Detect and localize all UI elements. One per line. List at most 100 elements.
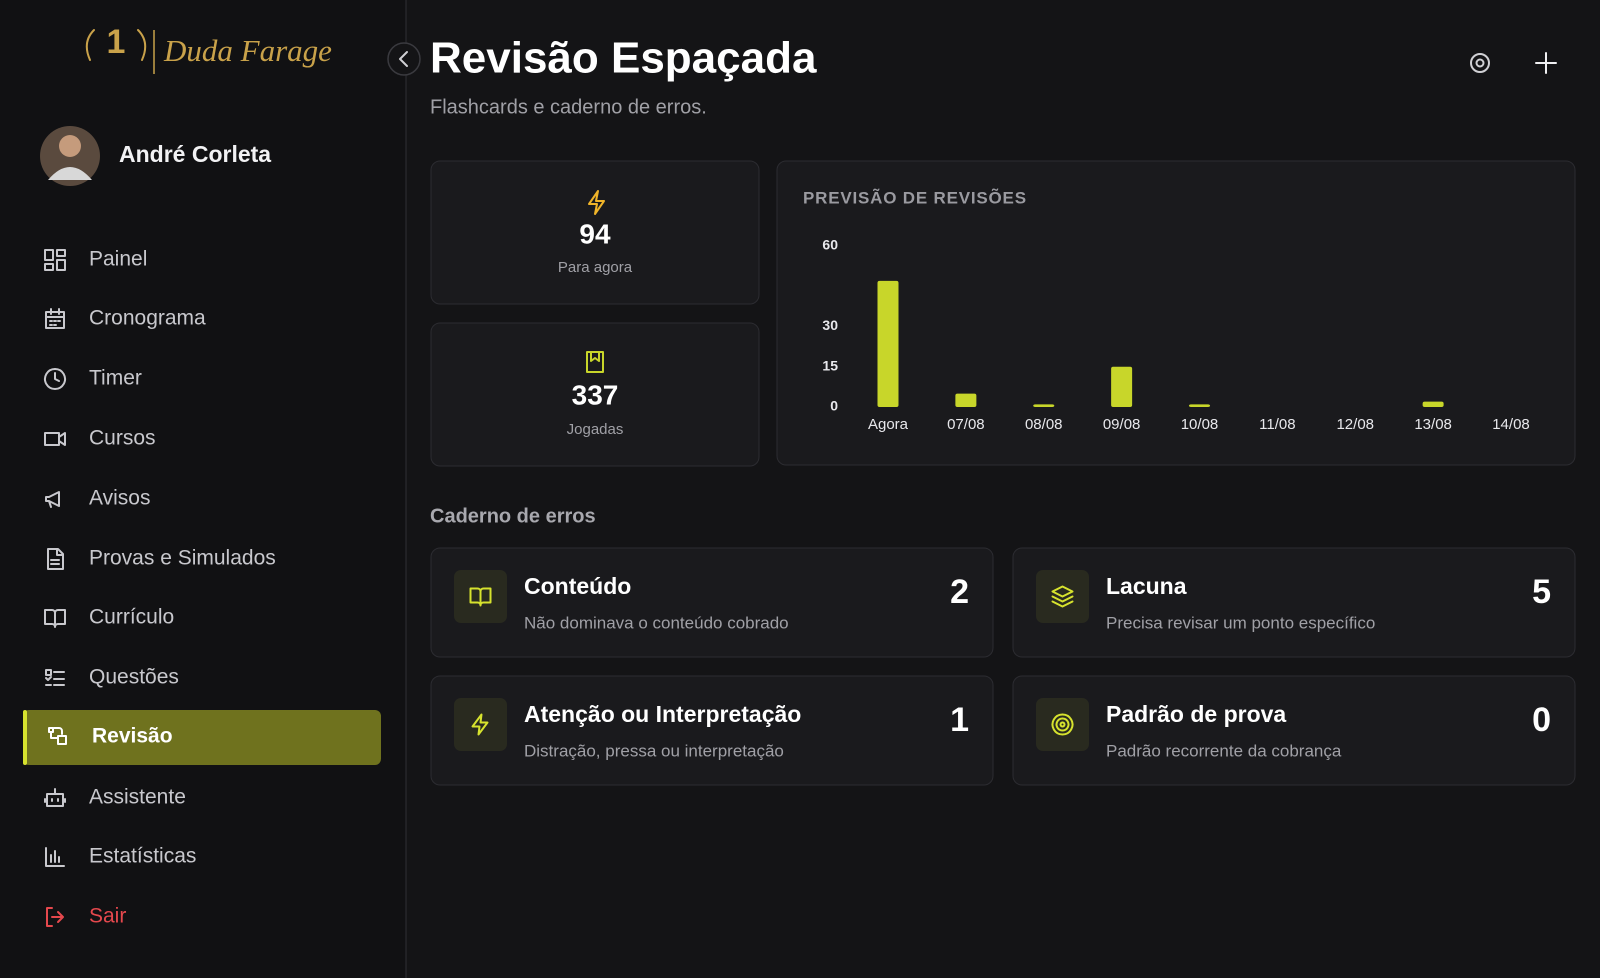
error-icon-bg [454,698,507,751]
stat-icon [586,351,604,373]
error-card-bg [430,675,994,786]
error-count: 2 [950,573,969,611]
x-tick-label: Agora [868,416,909,433]
error-card[interactable]: Atenção ou Interpretação Distração, press… [430,675,994,786]
nav-icon [46,907,64,927]
section-title: Caderno de erros [430,505,596,527]
nav-label: Avisos [89,487,150,510]
nav-icon [45,308,65,329]
nav-label: Cronograma [89,307,206,330]
error-icon [1051,585,1074,608]
stat-label: Para agora [558,259,633,276]
page-subtitle: Flashcards e caderno de erros. [430,96,707,118]
nav-label: Currículo [89,606,174,629]
bar [1189,404,1210,407]
error-description: Padrão recorrente da cobrança [1106,741,1342,760]
nav-label: Questões [89,666,179,689]
collapse-button[interactable] [387,42,421,76]
error-card[interactable]: Conteúdo Não dominava o conteúdo cobrado 2 [430,547,994,658]
nav-label: Timer [89,367,142,390]
error-name: Atenção ou Interpretação [524,701,801,727]
nav-icon [45,491,60,508]
add-button[interactable] [1535,52,1557,74]
error-cards: Conteúdo Não dominava o conteúdo cobrado 2… [430,547,1576,786]
nav-icon [44,368,66,390]
nav-icon [44,788,66,807]
x-tick-label: 13/08 [1414,416,1452,433]
nav-item[interactable]: Cursos [44,427,156,450]
error-count: 1 [950,701,969,739]
nav-label: Assistente [89,786,186,809]
error-card-bg [1012,547,1576,658]
bar [1111,366,1133,407]
nav-icon [44,249,66,271]
x-tick-label: 11/08 [1259,416,1295,433]
x-tick-label: 10/08 [1181,416,1219,433]
error-name: Conteúdo [524,573,631,599]
nav-item[interactable]: Avisos [45,487,150,510]
bar [955,393,977,407]
y-tick-label: 60 [822,237,838,253]
chart-card [776,160,1576,466]
x-tick-label: 14/08 [1492,416,1530,433]
nav-item[interactable]: Revisão [23,710,381,765]
nav-item[interactable]: Timer [44,367,142,390]
y-tick-label: 15 [822,357,838,373]
error-count: 0 [1532,701,1551,739]
error-icon [1051,713,1074,736]
nav-item[interactable]: Cronograma [45,307,206,330]
stat-icon [588,190,605,215]
chart: 0 15 30 60 Agora 07/08 08/08 09/08 10/08 11/08 12/… [822,237,1529,433]
error-card-bg [1012,675,1576,786]
nav-label: Estatísticas [89,845,196,868]
nav-icon [47,548,64,570]
x-tick-label: 08/08 [1025,416,1063,433]
error-description: Distração, pressa ou interpretação [524,741,784,760]
nav-icon [44,609,66,628]
nav-item[interactable]: Estatísticas [45,845,196,868]
bar [1033,404,1055,407]
user-name: André Corleta [119,141,271,167]
nav: Painel Cronograma Timer Cursos Avisos Provas … [23,248,381,928]
x-tick-label: 12/08 [1336,416,1374,433]
x-tick-label: 07/08 [947,416,985,433]
nav-item[interactable]: Provas e Simulados [47,547,276,570]
error-count: 5 [1532,573,1551,611]
nav-icon [44,432,66,446]
nav-active-bg [23,710,381,765]
nav-item[interactable]: Assistente [44,786,186,809]
x-tick-label: 09/08 [1103,416,1141,433]
logo-text: Duda Farage [163,33,332,68]
error-icon-bg [1036,698,1089,751]
error-card[interactable]: Lacuna Precisa revisar um ponto específic… [1012,547,1576,658]
collapse-icon [399,51,408,67]
stat-card [430,322,760,467]
avatar-face [59,135,81,157]
error-icon [469,587,492,607]
nav-label: Provas e Simulados [89,547,276,570]
nav-item[interactable]: Questões [45,666,179,689]
bar [877,280,899,407]
nav-item[interactable]: Painel [44,248,147,271]
error-card[interactable]: Padrão de prova Padrão recorrente da cobr… [1012,675,1576,786]
page-title: Revisão Espaçada [430,34,817,83]
error-name: Lacuna [1106,573,1187,599]
nav-item[interactable]: Sair [46,905,126,928]
stat-label: Jogadas [567,421,624,438]
y-tick-label: 0 [830,398,838,414]
settings-button[interactable] [1470,53,1490,73]
logo-emblem: 1 [85,23,155,74]
nav-icon [48,727,67,745]
error-card-bg [430,547,994,658]
chart-title: PREVISÃO DE REVISÕES [803,187,1027,207]
nav-item[interactable]: Currículo [44,606,174,629]
nav-icon [45,847,65,867]
nav-label: Painel [89,248,147,271]
nav-active-accent [23,710,27,765]
stat-card [430,160,760,305]
error-name: Padrão de prova [1106,701,1286,727]
y-tick-label: 30 [822,317,838,333]
nav-label: Revisão [92,725,173,748]
